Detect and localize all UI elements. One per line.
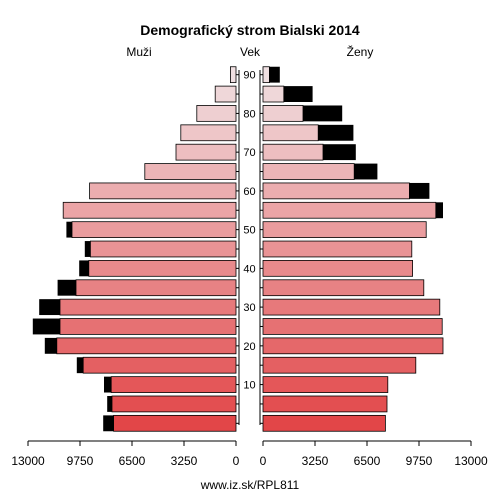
female-bar-15-19 bbox=[262, 356, 417, 374]
female-bar-55-59 bbox=[262, 201, 437, 219]
male-bar-15-19 bbox=[82, 356, 237, 374]
x-tick-label-left: 3250 bbox=[171, 454, 198, 468]
male-bar-30-34 bbox=[59, 298, 237, 316]
male-excess-bar-10-14 bbox=[104, 376, 112, 393]
female-bar-65-69 bbox=[262, 163, 355, 180]
male-bar-50-54 bbox=[71, 221, 237, 238]
female-excess-bar-90+ bbox=[269, 66, 280, 83]
female-bar-45-49 bbox=[262, 240, 413, 258]
male-bar-75-79 bbox=[180, 124, 237, 142]
male-bar-0-4 bbox=[113, 414, 237, 432]
age-tick-label: 10 bbox=[243, 380, 255, 392]
age-tick-label: 70 bbox=[243, 147, 255, 159]
x-tick-label-right: 13000 bbox=[454, 454, 488, 468]
male-bar-25-29 bbox=[59, 318, 237, 335]
male-excess-bar-20-24 bbox=[44, 337, 57, 354]
male-bar-80-84 bbox=[196, 105, 237, 122]
female-bar-10-14 bbox=[262, 376, 389, 393]
x-tick-label-right: 0 bbox=[260, 454, 267, 468]
female-bar-30-34 bbox=[262, 298, 441, 316]
male-bar-20-24 bbox=[56, 337, 237, 355]
female-excess-bar-60-64 bbox=[409, 182, 430, 199]
x-tick-label-left: 6500 bbox=[119, 454, 146, 468]
male-bar-5-9 bbox=[111, 395, 237, 413]
female-bar-0-4 bbox=[262, 414, 386, 432]
male-excess-bar-15-19 bbox=[76, 357, 84, 374]
age-tick-label: 90 bbox=[243, 70, 255, 82]
age-tick-label: 50 bbox=[243, 225, 255, 237]
male-bar-10-14 bbox=[110, 376, 237, 393]
x-tick-label-right: 6500 bbox=[354, 454, 381, 468]
male-bar-55-59 bbox=[62, 201, 237, 219]
x-tick-label-left: 13000 bbox=[11, 454, 45, 468]
caption: www.iz.sk/RPL811 bbox=[200, 478, 300, 492]
female-bar-80-84 bbox=[262, 105, 304, 122]
male-excess-bar-40-44 bbox=[79, 260, 89, 277]
female-bar-5-9 bbox=[262, 395, 388, 413]
male-excess-bar-0-4 bbox=[103, 415, 114, 432]
female-bar-20-24 bbox=[262, 337, 444, 355]
male-bar-40-44 bbox=[88, 260, 237, 277]
female-bar-75-79 bbox=[262, 124, 319, 142]
female-excess-bar-85-89 bbox=[283, 86, 313, 102]
x-tick-label-right: 3250 bbox=[302, 454, 329, 468]
female-bar-85-89 bbox=[262, 85, 285, 103]
age-tick-label: 60 bbox=[243, 186, 255, 198]
female-bar-35-39 bbox=[262, 279, 425, 297]
female-bar-50-54 bbox=[262, 221, 427, 238]
male-bar-90+ bbox=[229, 66, 237, 84]
male-bar-35-39 bbox=[75, 279, 237, 297]
female-bar-25-29 bbox=[262, 318, 443, 335]
x-tick-label-right: 9750 bbox=[406, 454, 433, 468]
age-tick-label: 40 bbox=[243, 263, 255, 275]
male-bar-70-74 bbox=[175, 143, 237, 161]
x-tick-label-left: 0 bbox=[233, 454, 240, 468]
male-excess-bar-35-39 bbox=[57, 279, 76, 296]
center-label: Vek bbox=[240, 45, 261, 59]
female-excess-bar-65-69 bbox=[354, 163, 378, 180]
female-excess-bar-75-79 bbox=[318, 124, 354, 141]
female-excess-bar-55-59 bbox=[435, 202, 443, 219]
male-bar-65-69 bbox=[144, 163, 237, 180]
female-bar-40-44 bbox=[262, 260, 414, 277]
chart-title: Demografický strom Bialski 2014 bbox=[140, 22, 360, 38]
female-bar-60-64 bbox=[262, 182, 410, 200]
age-tick-label: 20 bbox=[243, 341, 255, 353]
male-excess-bar-5-9 bbox=[107, 396, 112, 412]
male-bar-45-49 bbox=[90, 240, 237, 258]
right-label: Ženy bbox=[347, 44, 374, 59]
male-bar-60-64 bbox=[89, 182, 237, 200]
left-label: Muži bbox=[126, 45, 151, 59]
female-excess-bar-80-84 bbox=[303, 105, 343, 122]
plot-area: 10 20 30 40 50 60 70 80 90 13000 9750 6500 3250 0 0 325… bbox=[11, 66, 488, 468]
male-excess-bar-50-54 bbox=[66, 221, 72, 238]
age-tick-label: 30 bbox=[243, 302, 255, 314]
male-bar-85-89 bbox=[214, 85, 237, 103]
age-tick-label: 80 bbox=[243, 108, 255, 120]
x-tick-label-left: 9750 bbox=[67, 454, 94, 468]
female-bar-90+ bbox=[262, 66, 270, 84]
female-bar-70-74 bbox=[262, 143, 324, 161]
male-excess-bar-45-49 bbox=[84, 241, 91, 257]
male-excess-bar-30-34 bbox=[39, 299, 60, 316]
male-excess-bar-25-29 bbox=[32, 318, 60, 335]
female-excess-bar-70-74 bbox=[323, 144, 356, 161]
